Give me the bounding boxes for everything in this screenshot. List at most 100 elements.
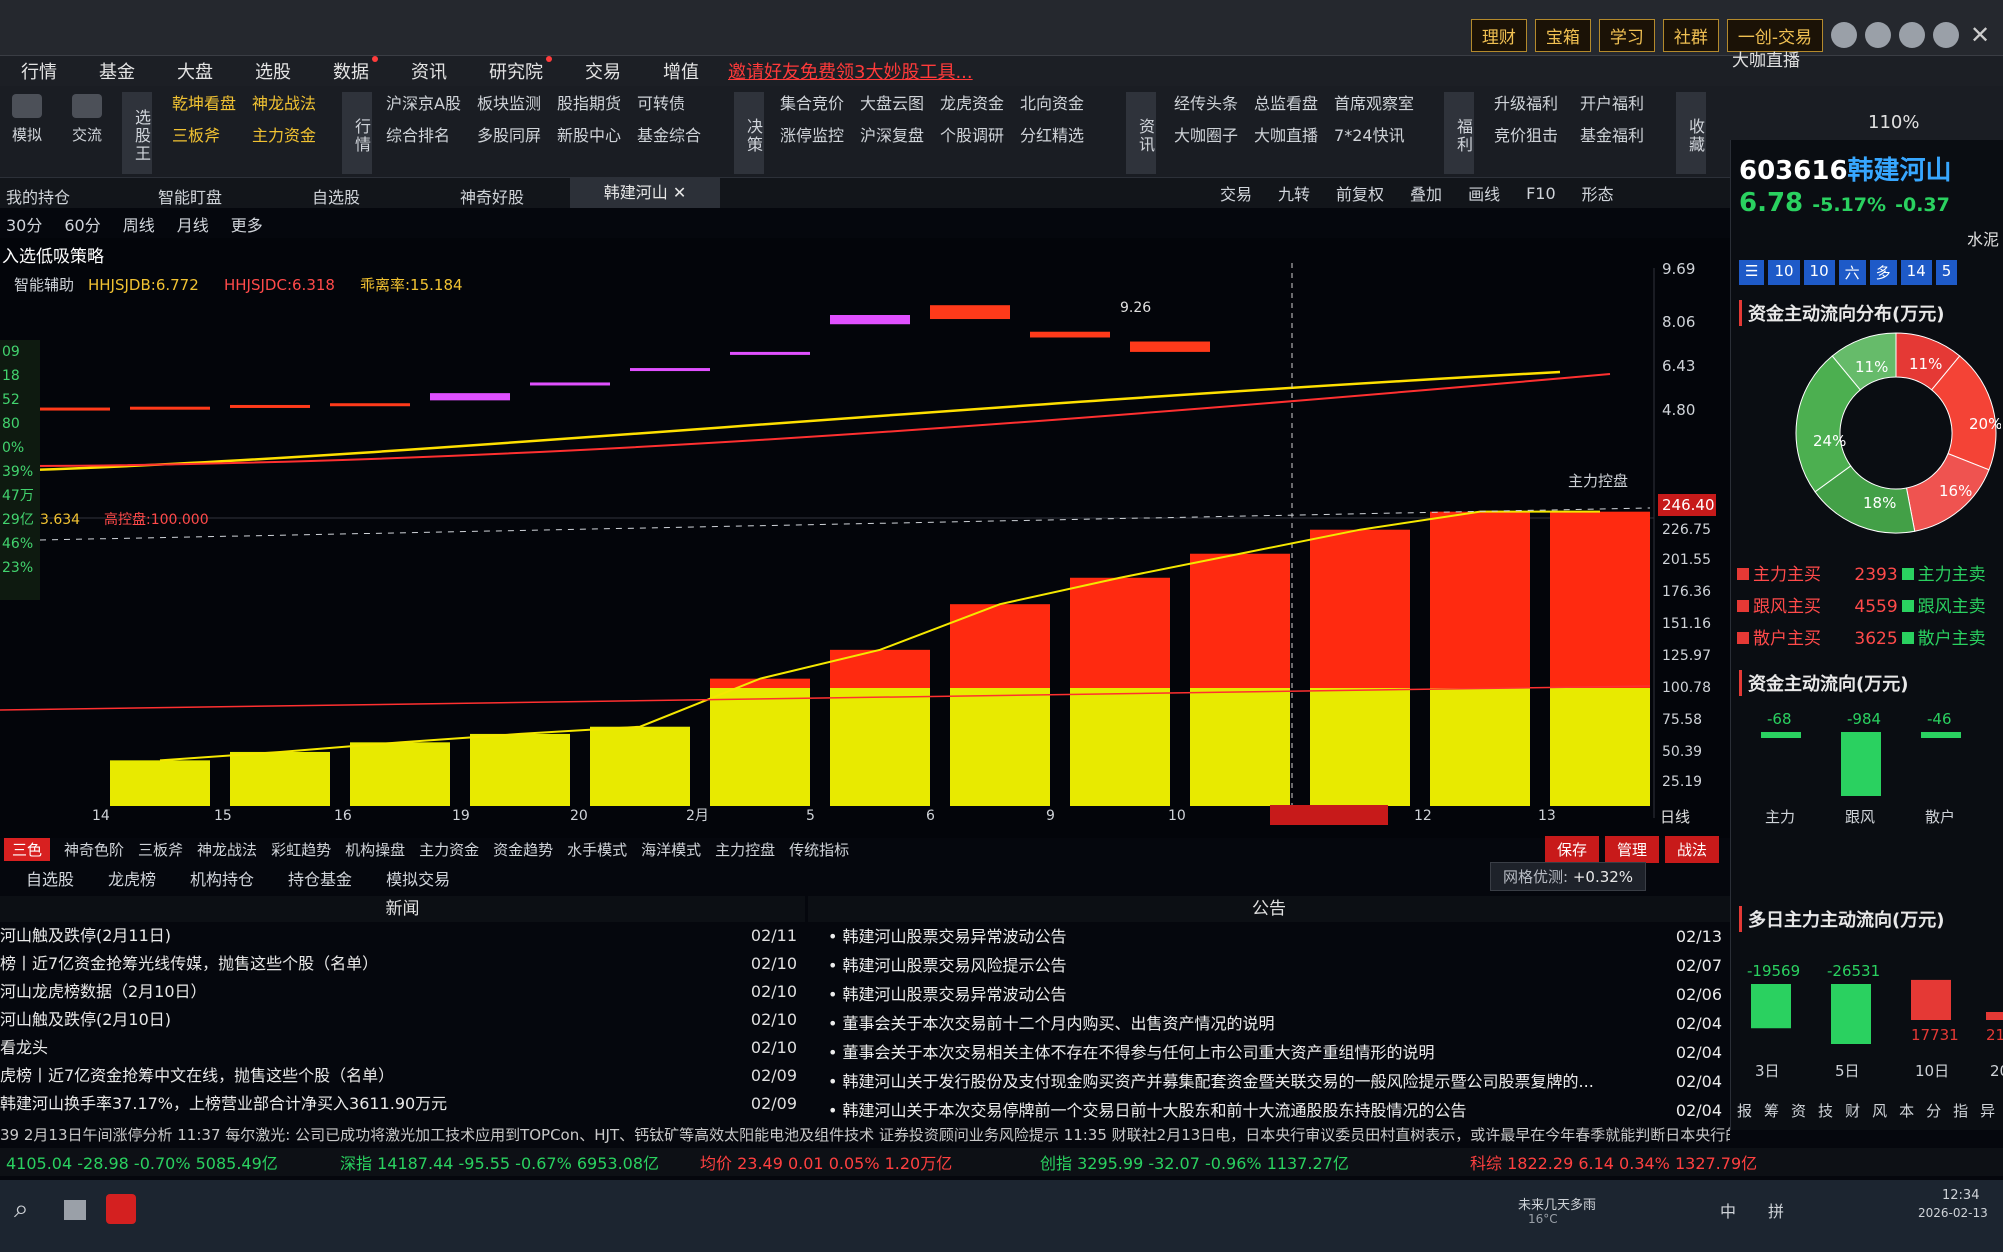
treasure-box-button[interactable]: 宝箱 bbox=[1534, 18, 1591, 52]
tool-dividend[interactable]: 分红精选 bbox=[1020, 126, 1085, 145]
panel-bottom-tab[interactable]: 筹 bbox=[1764, 1102, 1780, 1120]
grid-test[interactable]: 网格优测: +0.32% bbox=[1490, 862, 1647, 891]
news-item[interactable]: 河山触及跌停(2月11日) 02/11 bbox=[0, 922, 805, 950]
file-explorer-icon[interactable] bbox=[64, 1200, 86, 1220]
announcement-item[interactable]: • 董事会关于本次交易前十二个月内购买、出售资产情况的说明 02/04 bbox=[808, 1009, 1730, 1038]
tool-headlines[interactable]: 经传头条 bbox=[1174, 94, 1239, 113]
subtab-fund-holdings[interactable]: 持仓基金 bbox=[288, 870, 353, 889]
announcement-item[interactable]: • 韩建河山股票交易异常波动公告 02/13 bbox=[808, 922, 1730, 951]
favorites-section[interactable]: 收藏 bbox=[1676, 92, 1706, 174]
simulate-button[interactable]: 模拟 bbox=[2, 94, 52, 145]
menu-index[interactable]: 大盘 bbox=[177, 62, 213, 83]
index-quote[interactable]: 深指 14187.44 -95.55 -0.67% 6953.08亿 bbox=[340, 1154, 660, 1173]
indicator-tab[interactable]: 主力控盘 bbox=[715, 840, 776, 859]
search-icon[interactable]: ⌕ bbox=[14, 1194, 29, 1224]
announcement-item[interactable]: • 韩建河山股票交易风险提示公告 02/07 bbox=[808, 951, 1730, 980]
welfare-section[interactable]: 福利 bbox=[1444, 92, 1474, 174]
tool-main-fund[interactable]: 主力资金 bbox=[252, 126, 317, 145]
app-icon[interactable] bbox=[106, 1194, 136, 1224]
ime-pinyin[interactable]: 拼 bbox=[1768, 1202, 1785, 1221]
news-item[interactable]: 榜丨近7亿资金抢筹光线传媒，抛售这些个股（名单） 02/10 bbox=[0, 950, 805, 978]
tab-smart-watch[interactable]: 智能盯盘 bbox=[158, 188, 223, 207]
tool-fund-summary[interactable]: 基金综合 bbox=[636, 126, 701, 145]
trade-select[interactable]: 一创-交易 bbox=[1726, 18, 1823, 52]
gear-icon[interactable] bbox=[1899, 22, 1925, 48]
tool-chief-room[interactable]: 首席观察室 bbox=[1334, 94, 1415, 113]
ctl-nine-turn[interactable]: 九转 bbox=[1278, 185, 1311, 204]
announcement-item[interactable]: • 董事会关于本次交易相关主体不存在不得参与任何上市公司重大资产重组情形的说明 0… bbox=[808, 1038, 1730, 1067]
panel-period[interactable]: 多 bbox=[1869, 260, 1897, 285]
info-section[interactable]: 资讯 bbox=[1126, 92, 1156, 174]
tool-qiankun[interactable]: 乾坤看盘 bbox=[172, 94, 237, 113]
news-ticker[interactable]: 39 2月13日午间涨停分析 11:37 每尔激光: 公司已成功将激光加工技术应… bbox=[0, 1126, 1730, 1144]
tab-watchlist[interactable]: 自选股 bbox=[312, 188, 361, 207]
period-30m[interactable]: 30分 bbox=[6, 216, 43, 235]
indicator-tab[interactable]: 传统指标 bbox=[789, 840, 850, 859]
zoom-level[interactable]: 110% bbox=[1868, 112, 1920, 133]
save-button[interactable]: 保存 bbox=[1545, 836, 1600, 863]
market-section[interactable]: 行情 bbox=[342, 92, 372, 174]
tab-my-holdings[interactable]: 我的持仓 bbox=[6, 188, 71, 207]
ctl-overlay[interactable]: 叠加 bbox=[1410, 185, 1443, 204]
tool-upgrade-welfare[interactable]: 升级福利 bbox=[1494, 94, 1559, 113]
period-more[interactable]: 更多 bbox=[230, 216, 263, 235]
tool-shenlong[interactable]: 神龙战法 bbox=[252, 94, 317, 113]
tool-director-view[interactable]: 总监看盘 bbox=[1254, 94, 1319, 113]
subtab-sim-trade[interactable]: 模拟交易 bbox=[386, 870, 451, 889]
mascot-icon[interactable] bbox=[1831, 22, 1857, 48]
subtab-dragon-tiger[interactable]: 龙虎榜 bbox=[108, 870, 157, 889]
index-quote[interactable]: 创指 3295.99 -32.07 -0.96% 1137.27亿 bbox=[1040, 1154, 1349, 1173]
clock-time[interactable]: 12:34 bbox=[1942, 1188, 1980, 1203]
announcement-item[interactable]: • 韩建河山关于本次交易停牌前一个交易日前十大股东和前十大流通股股东持股情况的公… bbox=[808, 1096, 1730, 1125]
ctl-draw[interactable]: 画线 bbox=[1468, 185, 1501, 204]
tactics-button[interactable]: 战法 bbox=[1665, 836, 1720, 863]
industry-tag[interactable]: 水泥 bbox=[1966, 230, 1999, 249]
menu-icon[interactable]: ☰ bbox=[1739, 260, 1765, 285]
tool-sanbanfu[interactable]: 三板斧 bbox=[172, 126, 221, 145]
close-icon[interactable]: ✕ bbox=[1969, 21, 1991, 49]
indicator-tab[interactable]: 三板斧 bbox=[138, 840, 184, 859]
indicator-tab[interactable]: 资金趋势 bbox=[493, 840, 554, 859]
menu-market[interactable]: 行情 bbox=[21, 62, 57, 83]
tool-a-shares[interactable]: 沪深京A股 bbox=[386, 94, 461, 113]
tool-auction-snipe[interactable]: 竞价狙击 bbox=[1494, 126, 1559, 145]
tool-market-cloud[interactable]: 大盘云图 bbox=[860, 94, 925, 113]
panel-period[interactable]: 5 bbox=[1935, 260, 1958, 285]
tool-call-auction[interactable]: 集合竞价 bbox=[780, 94, 845, 113]
ctl-pattern[interactable]: 形态 bbox=[1581, 185, 1614, 204]
decision-section[interactable]: 决策 bbox=[734, 92, 764, 174]
clock-date[interactable]: 2026-02-13 bbox=[1918, 1206, 1988, 1220]
tool-limit-up-monitor[interactable]: 涨停监控 bbox=[780, 126, 845, 145]
news-item[interactable]: 河山触及跌停(2月10日) 02/10 bbox=[0, 1006, 805, 1034]
panel-bottom-tab[interactable]: 异 bbox=[1980, 1102, 1996, 1120]
news-item[interactable]: 看龙头 02/10 bbox=[0, 1034, 805, 1062]
panel-bottom-tab[interactable]: 技 bbox=[1818, 1102, 1834, 1120]
indicator-tab[interactable]: 机构操盘 bbox=[345, 840, 406, 859]
tool-account-welfare[interactable]: 开户福利 bbox=[1580, 94, 1645, 113]
user-icon[interactable] bbox=[1865, 22, 1891, 48]
tab-magic-stocks[interactable]: 神奇好股 bbox=[460, 188, 525, 207]
ctl-trade[interactable]: 交易 bbox=[1220, 185, 1253, 204]
tool-convertible[interactable]: 可转债 bbox=[636, 94, 685, 113]
menu-stock-picker[interactable]: 选股 bbox=[255, 62, 291, 83]
menu-research[interactable]: 研究院 bbox=[468, 56, 564, 84]
weather-text[interactable]: 未来几天多雨 bbox=[1518, 1198, 1597, 1213]
community-button[interactable]: 社群 bbox=[1662, 18, 1719, 52]
indicator-tab-sanse[interactable]: 三色 bbox=[4, 837, 51, 861]
tool-dragon-tiger[interactable]: 龙虎资金 bbox=[940, 94, 1005, 113]
menu-value-added[interactable]: 增值 bbox=[663, 62, 699, 83]
menu-info[interactable]: 资讯 bbox=[411, 62, 447, 83]
period-60m[interactable]: 60分 bbox=[64, 216, 101, 235]
indicator-tab[interactable]: 神奇色阶 bbox=[64, 840, 125, 859]
learn-button[interactable]: 学习 bbox=[1598, 18, 1655, 52]
subtab-institution[interactable]: 机构持仓 bbox=[190, 870, 255, 889]
menu-trade[interactable]: 交易 bbox=[585, 62, 621, 83]
index-quote[interactable]: 均价 23.49 0.01 0.05% 1.20万亿 bbox=[700, 1154, 953, 1173]
kline-chart[interactable]: 入选低吸策略 智能辅助 HHJSJDB:6.772 HHJSJDC:6.318 … bbox=[0, 238, 1730, 838]
tool-fund-welfare[interactable]: 基金福利 bbox=[1580, 126, 1645, 145]
panel-bottom-tab[interactable]: 财 bbox=[1845, 1102, 1861, 1120]
index-quote[interactable]: 4105.04 -28.98 -0.70% 5085.49亿 bbox=[6, 1154, 278, 1173]
news-item[interactable]: 韩建河山换手率37.17%，上榜营业部合计净买入3611.90万元 02/09 bbox=[0, 1090, 805, 1118]
chat-button[interactable]: 交流 bbox=[62, 94, 112, 145]
indicator-tab[interactable]: 彩虹趋势 bbox=[271, 840, 332, 859]
